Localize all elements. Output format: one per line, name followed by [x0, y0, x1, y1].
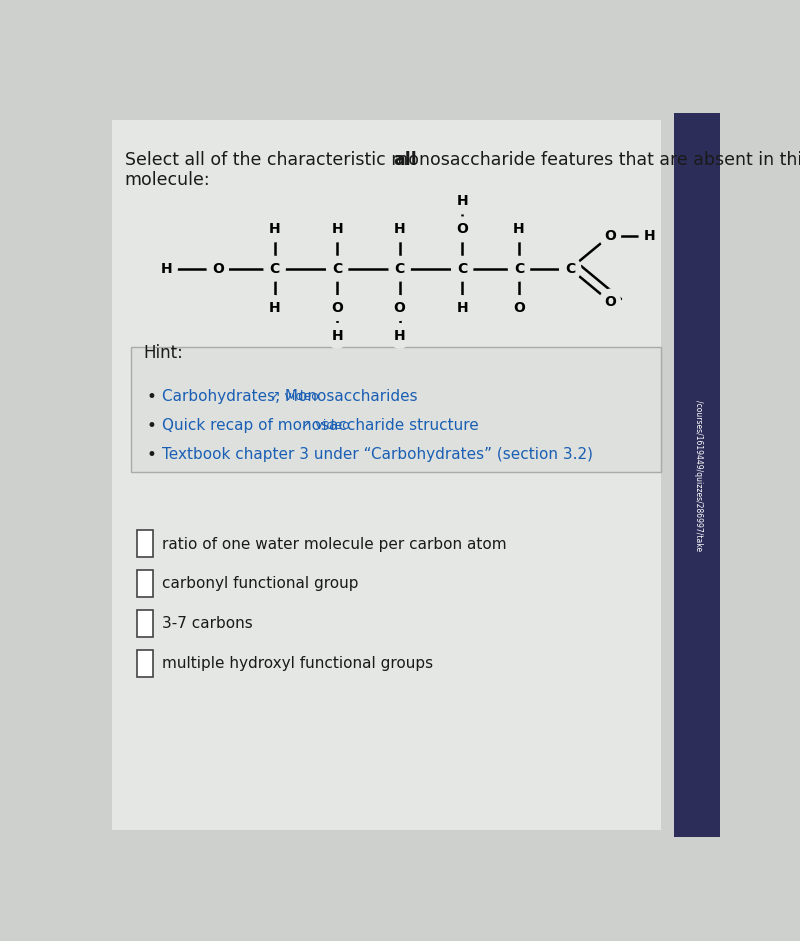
Text: H: H: [644, 229, 655, 243]
Text: O: O: [212, 262, 224, 276]
Circle shape: [389, 324, 410, 348]
Text: Hint:: Hint:: [143, 344, 183, 362]
Circle shape: [452, 189, 473, 214]
Text: C: C: [394, 262, 405, 276]
Circle shape: [639, 223, 660, 248]
Circle shape: [156, 256, 177, 281]
Text: C: C: [270, 262, 280, 276]
Text: H: H: [456, 301, 468, 315]
Text: multiple hydroxyl functional groups: multiple hydroxyl functional groups: [162, 656, 433, 671]
Circle shape: [389, 295, 410, 320]
Circle shape: [599, 289, 621, 314]
Text: O: O: [604, 295, 616, 309]
Circle shape: [599, 223, 621, 248]
Text: C: C: [565, 262, 575, 276]
Text: Select all of the characteristic monosaccharide features that are absent in this: Select all of the characteristic monosac…: [125, 151, 800, 169]
Text: H: H: [394, 329, 406, 343]
Circle shape: [560, 256, 581, 281]
Text: C: C: [457, 262, 467, 276]
Circle shape: [326, 256, 348, 281]
Text: ratio of one water molecule per carbon atom: ratio of one water molecule per carbon a…: [162, 536, 506, 551]
Text: C: C: [332, 262, 342, 276]
Circle shape: [264, 295, 285, 320]
Text: C: C: [514, 262, 524, 276]
Circle shape: [389, 217, 410, 242]
Text: Carbohydrates, Monosaccharides: Carbohydrates, Monosaccharides: [162, 390, 418, 405]
Text: molecule:: molecule:: [125, 170, 210, 188]
Text: H: H: [331, 222, 343, 236]
Circle shape: [207, 256, 228, 281]
Text: H: H: [161, 262, 173, 276]
Text: O: O: [513, 301, 525, 315]
Text: H: H: [269, 222, 281, 236]
Text: /courses/1619449/quizzes/286997/take: /courses/1619449/quizzes/286997/take: [694, 400, 702, 550]
Text: ↗ video: ↗ video: [298, 420, 350, 433]
Circle shape: [509, 256, 530, 281]
Bar: [112, 120, 661, 830]
Bar: [138, 531, 154, 557]
Bar: [674, 113, 720, 837]
Circle shape: [452, 217, 473, 242]
Text: Quick recap of monosaccharide structure: Quick recap of monosaccharide structure: [162, 419, 478, 434]
Bar: [138, 610, 154, 637]
Bar: [138, 570, 154, 597]
Text: Textbook chapter 3 under “Carbohydrates” (section 3.2): Textbook chapter 3 under “Carbohydrates”…: [162, 447, 593, 462]
Text: H: H: [269, 301, 281, 315]
Bar: [138, 650, 154, 677]
Text: H: H: [456, 195, 468, 209]
Text: 3-7 carbons: 3-7 carbons: [162, 616, 253, 631]
Text: ↗ video: ↗ video: [266, 391, 319, 404]
FancyBboxPatch shape: [131, 347, 661, 471]
Circle shape: [326, 295, 348, 320]
Circle shape: [326, 324, 348, 348]
Text: H: H: [514, 222, 525, 236]
Text: O: O: [604, 229, 616, 243]
Text: H: H: [394, 222, 406, 236]
Circle shape: [452, 295, 473, 320]
Text: •: •: [146, 417, 156, 435]
Text: O: O: [394, 301, 406, 315]
Text: O: O: [456, 222, 468, 236]
Circle shape: [509, 295, 530, 320]
Circle shape: [264, 217, 285, 242]
Circle shape: [509, 217, 530, 242]
Circle shape: [326, 217, 348, 242]
Circle shape: [264, 256, 285, 281]
Text: carbonyl functional group: carbonyl functional group: [162, 577, 358, 591]
Text: O: O: [331, 301, 343, 315]
Text: •: •: [146, 388, 156, 406]
Text: •: •: [146, 446, 156, 464]
Text: all: all: [394, 151, 417, 169]
Circle shape: [452, 256, 473, 281]
Circle shape: [389, 256, 410, 281]
Text: H: H: [331, 329, 343, 343]
